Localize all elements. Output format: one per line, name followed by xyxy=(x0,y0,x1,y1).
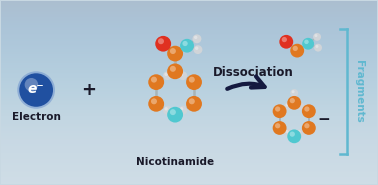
Circle shape xyxy=(163,71,172,80)
Circle shape xyxy=(304,123,310,128)
Circle shape xyxy=(302,38,314,50)
Circle shape xyxy=(151,77,157,83)
Circle shape xyxy=(19,73,53,107)
Circle shape xyxy=(290,132,295,137)
Circle shape xyxy=(17,71,55,109)
Circle shape xyxy=(315,45,318,48)
Circle shape xyxy=(282,37,287,42)
Circle shape xyxy=(178,71,187,80)
Circle shape xyxy=(314,34,318,37)
Circle shape xyxy=(297,130,301,133)
Circle shape xyxy=(195,47,198,50)
Circle shape xyxy=(290,98,295,103)
Text: e⁻: e⁻ xyxy=(28,82,45,96)
Circle shape xyxy=(158,38,164,44)
Circle shape xyxy=(148,74,164,90)
Circle shape xyxy=(167,107,183,122)
Circle shape xyxy=(194,36,197,39)
Circle shape xyxy=(170,66,176,72)
Circle shape xyxy=(296,129,304,137)
Circle shape xyxy=(25,78,38,91)
Circle shape xyxy=(189,77,195,83)
Circle shape xyxy=(180,39,194,53)
Circle shape xyxy=(286,130,288,133)
Circle shape xyxy=(180,73,183,76)
Circle shape xyxy=(304,40,309,44)
Circle shape xyxy=(273,121,287,135)
Circle shape xyxy=(189,98,195,104)
Circle shape xyxy=(290,89,298,97)
Circle shape xyxy=(186,96,202,112)
Circle shape xyxy=(287,96,301,110)
Circle shape xyxy=(284,129,292,137)
Circle shape xyxy=(155,36,171,52)
Text: −: − xyxy=(318,112,330,127)
Text: Nicotinamide: Nicotinamide xyxy=(136,157,214,167)
Text: +: + xyxy=(81,81,96,99)
Circle shape xyxy=(279,35,293,49)
Circle shape xyxy=(151,98,157,104)
Circle shape xyxy=(148,96,164,112)
Text: Fragments: Fragments xyxy=(354,60,364,123)
Circle shape xyxy=(275,123,280,128)
Circle shape xyxy=(302,104,316,118)
Circle shape xyxy=(183,41,188,46)
Circle shape xyxy=(273,104,287,118)
Circle shape xyxy=(293,46,298,51)
Circle shape xyxy=(275,106,280,112)
Circle shape xyxy=(286,104,288,107)
Circle shape xyxy=(313,33,321,41)
Circle shape xyxy=(178,106,187,115)
Circle shape xyxy=(302,121,316,135)
Circle shape xyxy=(290,44,304,58)
Circle shape xyxy=(170,109,176,115)
Circle shape xyxy=(297,104,301,107)
Circle shape xyxy=(314,44,322,52)
Circle shape xyxy=(164,107,168,110)
Circle shape xyxy=(170,48,176,54)
Circle shape xyxy=(192,34,201,43)
Circle shape xyxy=(180,107,183,110)
Circle shape xyxy=(284,102,292,110)
Circle shape xyxy=(164,73,168,76)
Circle shape xyxy=(291,90,294,93)
Text: Electron: Electron xyxy=(12,112,60,122)
Circle shape xyxy=(163,106,172,115)
Text: Dissociation: Dissociation xyxy=(213,66,293,79)
Circle shape xyxy=(167,63,183,79)
Circle shape xyxy=(287,130,301,143)
Circle shape xyxy=(194,45,202,54)
Circle shape xyxy=(304,106,310,112)
Circle shape xyxy=(186,74,202,90)
Circle shape xyxy=(296,102,304,110)
Circle shape xyxy=(167,46,183,61)
